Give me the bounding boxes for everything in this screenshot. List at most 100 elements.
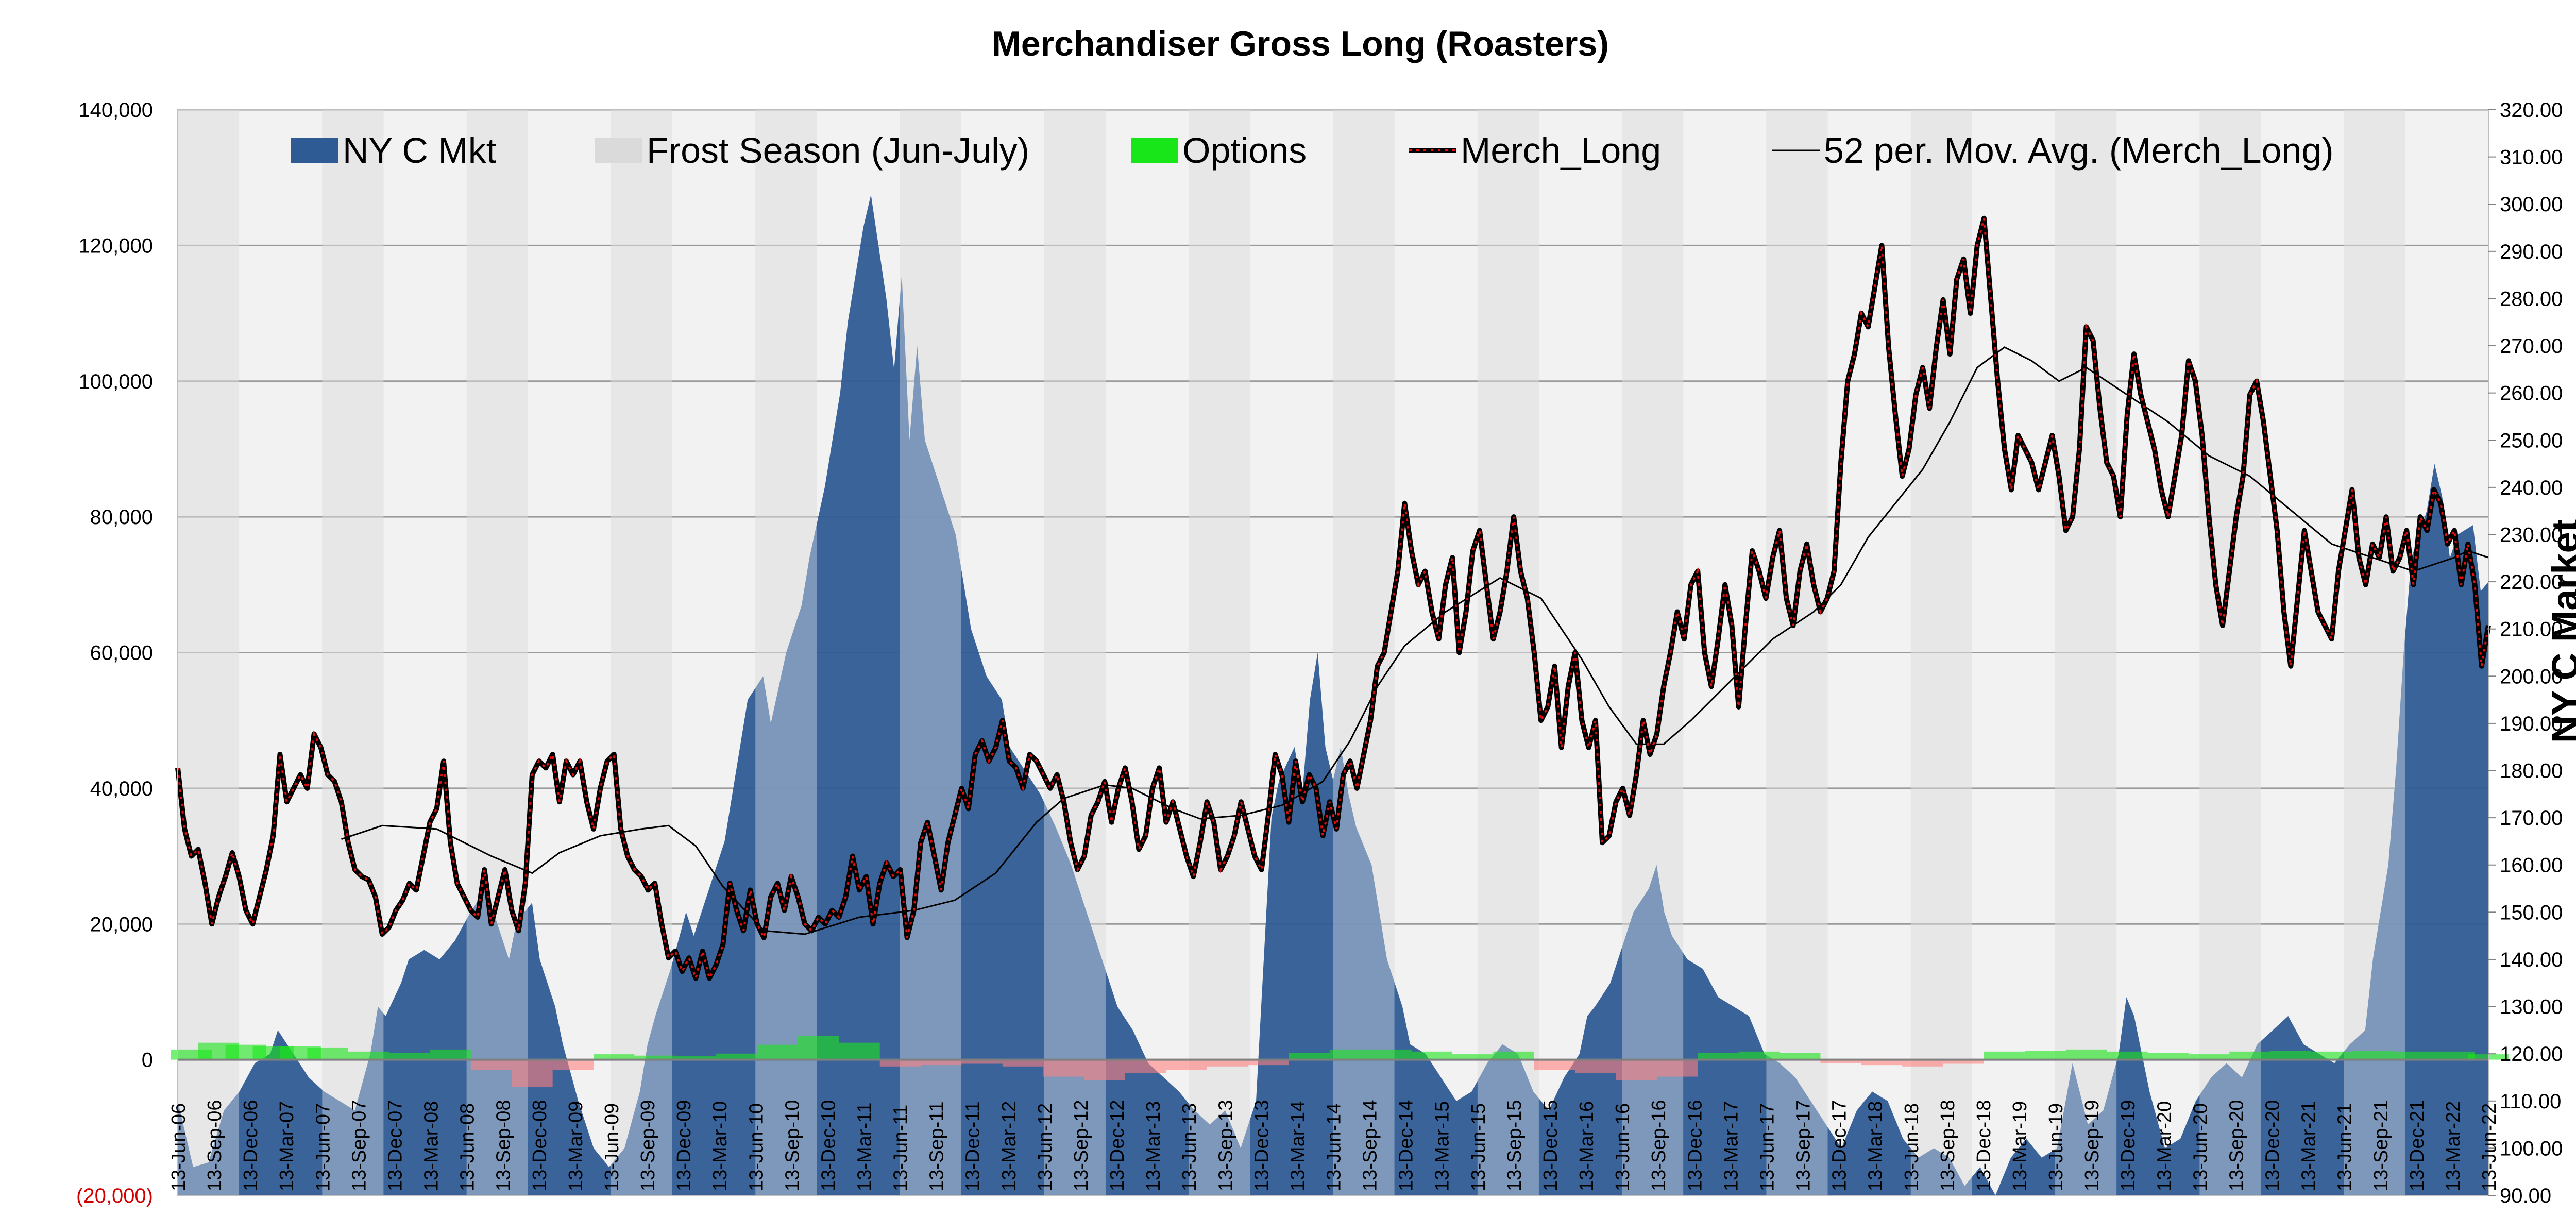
x-axis-tick-label: 13-Dec-21: [2406, 1100, 2428, 1191]
options-bar: [1738, 1051, 1780, 1060]
options-bar: [1984, 1051, 2025, 1060]
x-axis-tick-label: 13-Jun-13: [1179, 1103, 1200, 1191]
x-axis-tick-label: 13-Mar-10: [709, 1101, 731, 1191]
x-axis-tick-label: 13-Jun-15: [1468, 1103, 1489, 1191]
right-axis-tick-label: 250.00: [2500, 429, 2563, 452]
options-bar: [2311, 1051, 2352, 1060]
plot-border: [177, 109, 2489, 1196]
x-axis-tick-label: 13-Dec-14: [1396, 1100, 1417, 1191]
options-bar: [757, 1044, 798, 1060]
legend-label: 52 per. Mov. Avg. (Merch_Long): [1824, 130, 2334, 171]
options-bar: [1207, 1059, 1248, 1067]
x-axis-tick-label: 13-Dec-12: [1107, 1100, 1128, 1191]
options-bar: [1656, 1059, 1698, 1077]
x-axis-tick-label: 13-Sep-17: [1793, 1100, 1815, 1191]
x-axis-tick-label: 13-Dec-17: [1829, 1100, 1851, 1191]
x-axis-tick-label: 13-Dec-20: [2262, 1100, 2284, 1191]
merch-long-markers: [177, 218, 2489, 982]
legend-symbol-area: [291, 138, 338, 163]
options-bar: [552, 1059, 594, 1070]
x-axis-tick-label: 13-Jun-20: [2190, 1103, 2211, 1191]
right-axis-tick-label: 90.00: [2500, 1185, 2551, 1207]
options-bar: [1780, 1053, 1821, 1060]
x-axis-tick-label: 13-Dec-19: [2117, 1100, 2139, 1191]
legend-label: Frost Season (Jun-July): [647, 130, 1029, 171]
x-axis-tick-label: 13-Sep-12: [1071, 1100, 1092, 1191]
options-bar: [389, 1053, 430, 1060]
right-axis-tick-label: 270.00: [2500, 335, 2563, 358]
x-axis-tick-label: 13-Mar-16: [1576, 1101, 1598, 1191]
axes: (20,000) 0 20,000 40,000 60,000 80,000 100,000…: [76, 99, 2563, 1207]
options-bar: [2434, 1051, 2475, 1060]
options-bar: [921, 1059, 962, 1066]
options-bar: [1248, 1059, 1289, 1066]
options-bar: [1698, 1053, 1739, 1060]
x-axis-tick-label: 13-Mar-15: [1432, 1101, 1453, 1191]
x-axis-tick-label: 13-Mar-19: [2009, 1101, 2031, 1191]
x-axis-tick-label: 13-Jun-06: [168, 1103, 190, 1191]
frost-season-overlay: [1044, 110, 1106, 1195]
right-axis-title: NY C Market: [2544, 519, 2576, 744]
right-axis-tick-label: 150.00: [2500, 901, 2563, 924]
x-axis-tick-label: 13-Mar-21: [2298, 1101, 2320, 1191]
options-bar: [961, 1059, 1003, 1064]
options-bar: [594, 1054, 635, 1060]
left-axis-tick-label: 80,000: [90, 506, 153, 529]
frost-season-overlay: [1622, 110, 1684, 1195]
legend-label: Merch_Long: [1461, 130, 1661, 171]
x-axis-tick-label: 13-Mar-11: [854, 1103, 875, 1191]
options-bar: [1125, 1059, 1166, 1073]
x-axis-tick-label: 13-Dec-08: [529, 1100, 551, 1191]
options-bar: [2107, 1051, 2148, 1060]
x-axis-tick-label: 13-Sep-10: [782, 1100, 803, 1191]
x-axis-tick-label: 13-Jun-19: [2045, 1103, 2067, 1191]
right-axis-tick-label: 100.00: [2500, 1137, 2563, 1160]
options-bar: [2352, 1051, 2393, 1060]
options-bar: [1370, 1049, 1412, 1060]
right-axis-tick-label: 220.00: [2500, 571, 2563, 594]
options-bar: [1820, 1059, 1861, 1063]
right-axis-tick-label: 260.00: [2500, 382, 2563, 405]
x-axis-tick-label: 13-Dec-09: [673, 1100, 695, 1191]
x-axis-tick-label: 13-Jun-07: [312, 1103, 334, 1191]
x-axis-tick-label: 13-Jun-09: [601, 1103, 623, 1191]
options-bar: [1084, 1059, 1125, 1080]
x-axis-tick-label: 13-Sep-19: [2081, 1100, 2103, 1191]
left-axis-tick-label: (20,000): [76, 1185, 153, 1207]
frost-season-overlay: [900, 110, 961, 1195]
frost-season-overlay: [1189, 110, 1250, 1195]
x-axis-tick-label: 13-Jun-10: [745, 1103, 767, 1191]
left-axis-tick-label: 100,000: [78, 370, 153, 393]
right-axis-tick-label: 140.00: [2500, 949, 2563, 971]
right-axis-tick-label: 310.00: [2500, 146, 2563, 169]
x-axis-tick-label: 13-Sep-09: [637, 1100, 659, 1191]
frost-season-overlay: [322, 110, 384, 1195]
options-bar: [2025, 1051, 2066, 1060]
x-axis-tick-label: 13-Sep-06: [204, 1100, 226, 1191]
right-axis-tick-label: 110.00: [2500, 1090, 2561, 1113]
options-bar: [1493, 1051, 1534, 1060]
frost-season-overlay: [2344, 110, 2405, 1195]
frost-season-overlay: [1477, 110, 1539, 1195]
options-bar: [1616, 1059, 1657, 1080]
options-bar: [2270, 1051, 2312, 1060]
left-axis-tick-label: 140,000: [78, 99, 153, 122]
options-bar: [2147, 1053, 2189, 1060]
x-axis-tick-label: 13-Sep-21: [2370, 1100, 2392, 1191]
x-axis-tick-label: 13-Mar-13: [1143, 1101, 1164, 1191]
options-bar: [1902, 1059, 1943, 1067]
x-axis-tick-label: 13-Dec-07: [384, 1100, 406, 1191]
x-axis-tick-label: 13-Jun-12: [1035, 1103, 1056, 1191]
x-axis-tick-label: 13-Sep-11: [926, 1101, 948, 1191]
legend-symbol-band: [595, 138, 642, 163]
options-bar: [1411, 1051, 1453, 1060]
x-axis-tick-label: 13-Jun-16: [1612, 1103, 1634, 1191]
right-axis-tick-label: 160.00: [2500, 854, 2563, 877]
options-bar: [716, 1053, 757, 1060]
x-axis-tick-label: 13-Jun-22: [2479, 1103, 2500, 1191]
right-axis-tick-label: 190.00: [2500, 713, 2563, 735]
x-axis-tick-label: 13-Sep-20: [2226, 1100, 2247, 1191]
options-bar: [430, 1049, 471, 1060]
frost-season-overlay: [755, 110, 817, 1195]
right-axis-tick-label: 290.00: [2500, 241, 2563, 263]
